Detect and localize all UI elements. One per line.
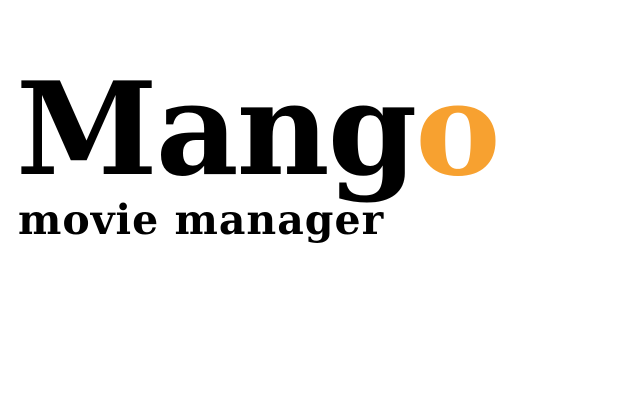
logo-tagline: movie manager <box>18 196 385 244</box>
logo-wordmark: Mango <box>16 66 576 194</box>
app-logo: Mango movie manager <box>16 66 576 241</box>
wordmark-main-text: Mang <box>16 55 417 205</box>
wordmark-accent-letter: o <box>415 55 500 205</box>
